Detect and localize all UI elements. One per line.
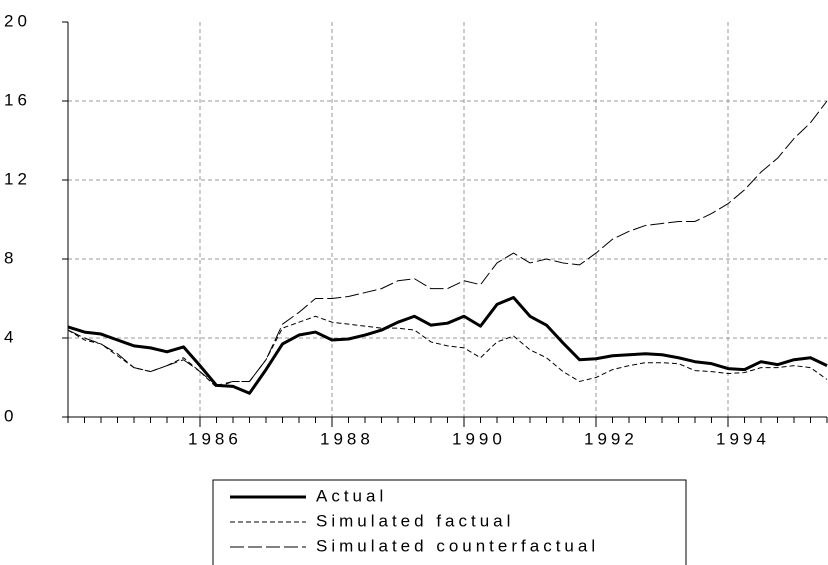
y-tick-label: 16 (4, 90, 31, 109)
x-tick-label: 1994 (716, 429, 770, 448)
x-tick-label: 1992 (584, 429, 638, 448)
y-tick-label: 12 (4, 169, 31, 188)
y-tick-label: 20 (4, 11, 31, 30)
x-tick-label: 1990 (452, 429, 506, 448)
legend-label: Simulated counterfactual (316, 536, 599, 555)
y-tick-label: 4 (4, 327, 17, 346)
series-line (67, 296, 828, 395)
x-tick-label: 1988 (320, 429, 374, 448)
legend-box (212, 479, 687, 565)
y-tick-label: 0 (4, 406, 17, 425)
legend-label: Actual (316, 486, 387, 505)
series-line (67, 315, 828, 388)
series-line (67, 100, 828, 386)
x-tick-label: 1986 (188, 429, 242, 448)
legend-label: Simulated factual (316, 511, 514, 530)
y-tick-label: 8 (4, 248, 17, 267)
